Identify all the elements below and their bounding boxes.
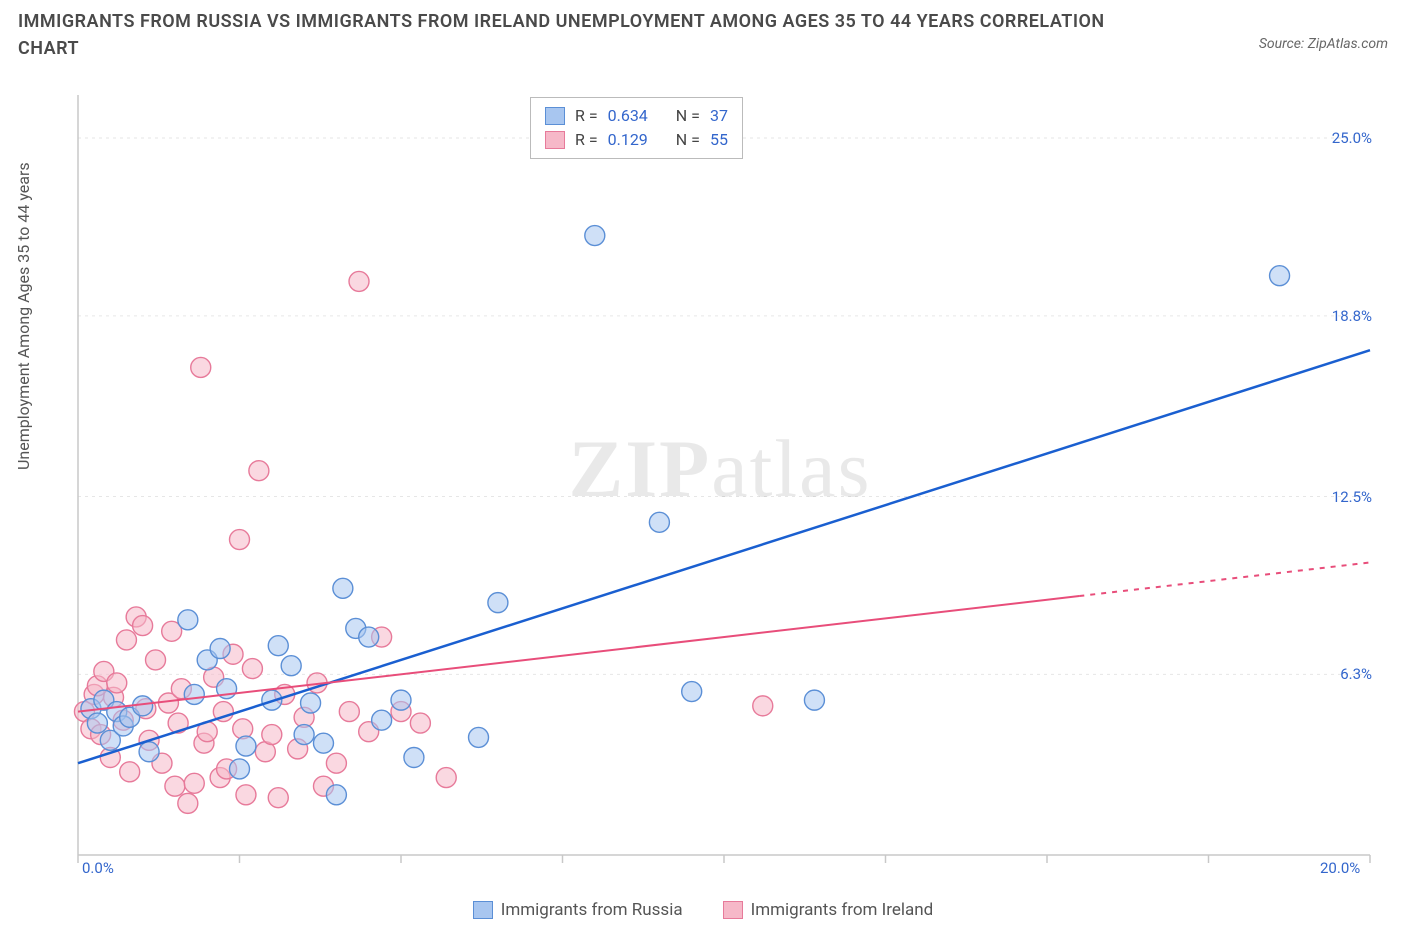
scatter-point [120, 762, 140, 782]
scatter-point [753, 696, 773, 716]
scatter-point [268, 788, 288, 808]
scatter-point [178, 793, 198, 813]
stats-swatch [545, 131, 565, 149]
scatter-point [682, 682, 702, 702]
legend-label: Immigrants from Ireland [751, 900, 934, 920]
source-label: Source: ZipAtlas.com [1259, 36, 1388, 52]
x-tick-label: 20.0% [1320, 859, 1360, 877]
scatter-plot-svg [60, 95, 1380, 875]
scatter-point [436, 768, 456, 788]
scatter-point [146, 650, 166, 670]
scatter-point [268, 636, 288, 656]
scatter-point [116, 630, 136, 650]
scatter-point [178, 610, 198, 630]
scatter-point [139, 742, 159, 762]
stats-n-label: N = [676, 128, 700, 152]
scatter-point [249, 461, 269, 481]
scatter-point [804, 690, 824, 710]
stats-n-value: 55 [710, 128, 728, 152]
scatter-point [165, 776, 185, 796]
scatter-point [372, 710, 392, 730]
chart-title: IMMIGRANTS FROM RUSSIA VS IMMIGRANTS FRO… [18, 8, 1118, 62]
scatter-point [107, 673, 127, 693]
scatter-point [391, 690, 411, 710]
legend-swatch [723, 901, 743, 919]
scatter-point [326, 753, 346, 773]
scatter-point [184, 684, 204, 704]
stats-r-label: R = [575, 128, 598, 152]
scatter-point [184, 773, 204, 793]
scatter-point [133, 616, 153, 636]
scatter-point [230, 530, 250, 550]
trend-line-dashed [1079, 562, 1370, 596]
y-tick-label: 6.3% [1340, 665, 1372, 683]
stats-r-value: 0.634 [608, 104, 648, 128]
y-axis-label: Unemployment Among Ages 35 to 44 years [14, 162, 33, 470]
scatter-point [281, 656, 301, 676]
trend-line [78, 350, 1370, 763]
title-row: IMMIGRANTS FROM RUSSIA VS IMMIGRANTS FRO… [18, 8, 1388, 62]
y-tick-label: 12.5% [1332, 488, 1372, 506]
chart-area: ZIPatlas R =0.634N =37R =0.129N =55 6.3%… [60, 95, 1380, 875]
scatter-point [233, 719, 253, 739]
stats-row: R = 0.129 N = 55 [545, 128, 728, 152]
scatter-point [488, 593, 508, 613]
scatter-point [262, 725, 282, 745]
x-tick-label: 0.0% [82, 859, 114, 877]
legend-item: Immigrants from Russia [473, 900, 683, 920]
legend-swatch [473, 901, 493, 919]
scatter-point [236, 736, 256, 756]
scatter-point [649, 512, 669, 532]
scatter-point [210, 639, 230, 659]
legend-item: Immigrants from Ireland [723, 900, 934, 920]
legend-label: Immigrants from Russia [501, 900, 683, 920]
bottom-legend: Immigrants from Russia Immigrants from Ir… [0, 900, 1406, 920]
scatter-point [349, 271, 369, 291]
scatter-point [359, 627, 379, 647]
y-tick-label: 18.8% [1332, 307, 1372, 325]
scatter-point [230, 759, 250, 779]
scatter-point [191, 357, 211, 377]
stats-r-value: 0.129 [608, 128, 648, 152]
scatter-point [1270, 266, 1290, 286]
scatter-point [326, 785, 346, 805]
stats-swatch [545, 107, 565, 125]
stats-row: R = 0.634 N = 37 [545, 104, 728, 128]
scatter-point [313, 733, 333, 753]
scatter-point [301, 693, 321, 713]
scatter-point [410, 713, 430, 733]
stats-box: R = 0.634 N = 37 R = 0.129 N = 55 [530, 97, 743, 159]
scatter-point [294, 725, 314, 745]
stats-n-label: N = [676, 104, 700, 128]
scatter-point [242, 659, 262, 679]
scatter-point [404, 747, 424, 767]
scatter-point [585, 226, 605, 246]
stats-n-value: 37 [710, 104, 728, 128]
scatter-point [469, 727, 489, 747]
scatter-point [339, 702, 359, 722]
y-tick-label: 25.0% [1332, 129, 1372, 147]
stats-r-label: R = [575, 104, 598, 128]
scatter-point [87, 713, 107, 733]
scatter-point [236, 785, 256, 805]
scatter-point [333, 578, 353, 598]
